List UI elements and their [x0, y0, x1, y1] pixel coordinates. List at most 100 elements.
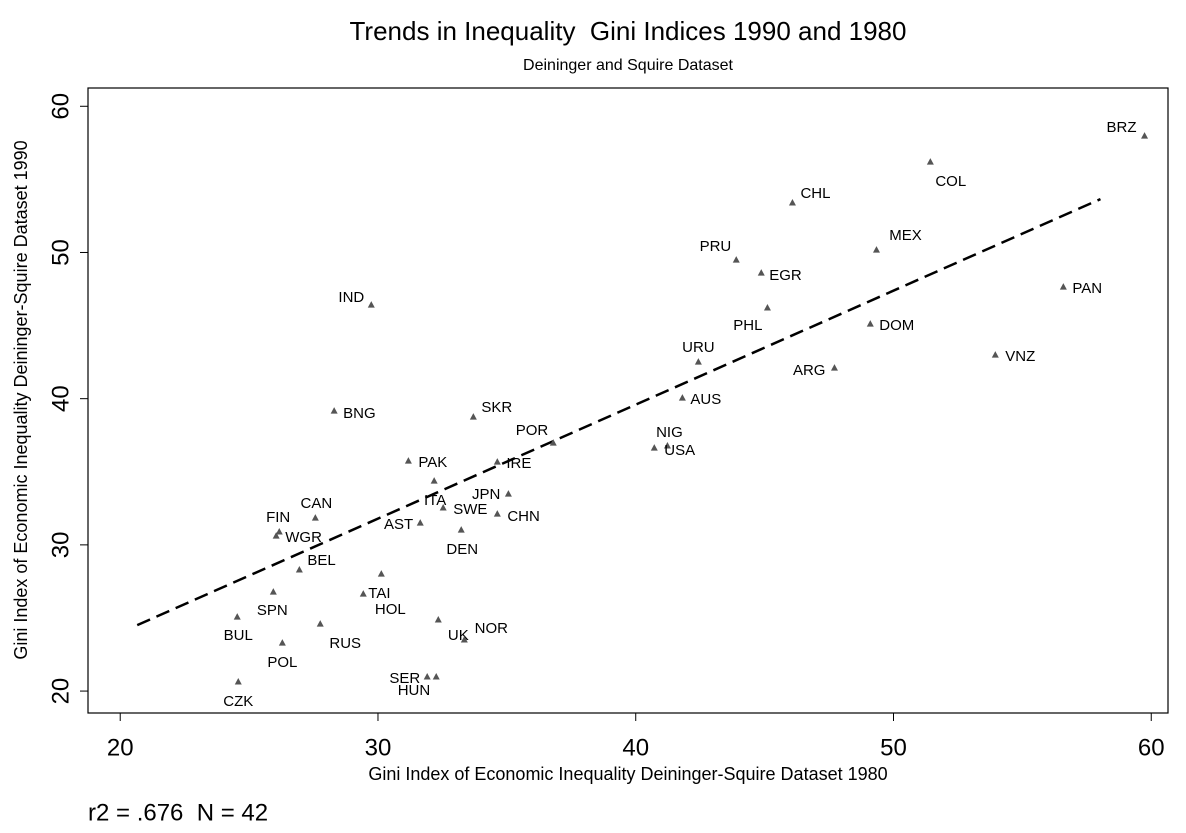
point-label: DEN: [446, 541, 478, 558]
point-label: JPN: [472, 486, 500, 503]
plot-frame: [87, 87, 1169, 714]
point-label: CZK: [223, 693, 253, 710]
x-tick-label: 60: [1138, 734, 1165, 761]
point: [275, 528, 283, 535]
y-axis-label: Gini Index of Economic Inequality Deinin…: [11, 140, 31, 659]
point: [732, 256, 740, 263]
point: [439, 504, 447, 511]
point-label: USA: [664, 442, 695, 459]
point-label: IND: [338, 289, 364, 306]
point: [234, 678, 242, 685]
point-label: TAI: [368, 585, 390, 602]
point-label: URU: [682, 339, 715, 356]
x-tick-label: 50: [880, 734, 907, 761]
y-tick-label: 60: [47, 93, 74, 120]
fit-line: [136, 197, 1101, 627]
point-label: SER: [389, 670, 420, 687]
point-label: SWE: [453, 501, 487, 518]
footnote: r2 = .676 N = 42: [88, 799, 268, 826]
point: [430, 477, 438, 484]
point: [295, 566, 303, 573]
x-axis-label: Gini Index of Economic Inequality Deinin…: [368, 764, 887, 784]
point-label: WGR: [285, 529, 322, 546]
point: [316, 620, 324, 627]
point: [504, 490, 512, 497]
point: [359, 590, 367, 597]
point-label: PHL: [733, 317, 762, 334]
point: [872, 246, 880, 253]
x-tick-label: 40: [622, 734, 649, 761]
y-tick-label: 40: [47, 385, 74, 412]
point-label: SPN: [257, 602, 288, 619]
point-label: BNG: [343, 405, 376, 422]
point: [549, 439, 557, 446]
point-label: NOR: [475, 620, 509, 637]
point-label: CHL: [800, 185, 830, 202]
chart-subtitle: Deininger and Squire Dataset: [523, 57, 733, 74]
point: [1141, 132, 1149, 139]
point-label: SKR: [481, 399, 512, 416]
point: [434, 616, 442, 623]
point: [926, 158, 934, 165]
point-label: BEL: [307, 552, 335, 569]
y-tick-label: 30: [47, 532, 74, 559]
point-label: HOL: [375, 601, 406, 618]
point: [991, 351, 999, 358]
y-tick-label: 20: [47, 678, 74, 705]
point-label: HUN: [398, 682, 431, 699]
point: [493, 458, 501, 465]
point: [423, 673, 431, 680]
point: [233, 613, 241, 620]
point: [678, 394, 686, 401]
point: [493, 510, 501, 517]
point: [311, 514, 319, 521]
point-label: AUS: [690, 391, 721, 408]
x-tick-label: 30: [365, 734, 392, 761]
chart-title: Trends in Inequality Gini Indices 1990 a…: [350, 16, 907, 46]
point-label: EGR: [769, 267, 802, 284]
point: [272, 532, 280, 539]
point: [694, 358, 702, 365]
point: [763, 304, 771, 311]
point-label: BUL: [224, 627, 253, 644]
point-label: PRU: [700, 238, 732, 255]
point: [404, 457, 412, 464]
point: [757, 269, 765, 276]
point-label: BRZ: [1107, 119, 1137, 136]
point-label: IRE: [506, 455, 531, 472]
point: [330, 407, 338, 414]
point: [788, 199, 796, 206]
point-label: ITA: [424, 492, 446, 509]
y-tick-label: 50: [47, 239, 74, 266]
point-label: POR: [516, 422, 549, 439]
point-label: COL: [935, 173, 966, 190]
point-label: ARG: [793, 362, 826, 379]
point: [469, 413, 477, 420]
point-label: PAK: [418, 454, 447, 471]
point-label: CHN: [507, 508, 539, 525]
point-label: FIN: [266, 509, 290, 526]
point: [367, 301, 375, 308]
point: [830, 364, 838, 371]
point: [269, 588, 277, 595]
point-label: AST: [384, 516, 413, 533]
point-label: POL: [267, 654, 297, 671]
point: [650, 444, 658, 451]
point: [663, 442, 671, 449]
point: [377, 570, 385, 577]
point: [432, 673, 440, 680]
point: [278, 639, 286, 646]
point: [866, 320, 874, 327]
point-label: RUS: [329, 635, 361, 652]
point-label: NIG: [656, 424, 683, 441]
point-label: CAN: [301, 495, 333, 512]
point-label: PAN: [1072, 280, 1102, 297]
point-label: VNZ: [1005, 348, 1035, 365]
point: [460, 636, 468, 643]
point-label: MEX: [889, 227, 922, 244]
point-label: DOM: [879, 317, 914, 334]
x-tick-label: 20: [107, 734, 134, 761]
point: [457, 526, 465, 533]
point: [416, 519, 424, 526]
